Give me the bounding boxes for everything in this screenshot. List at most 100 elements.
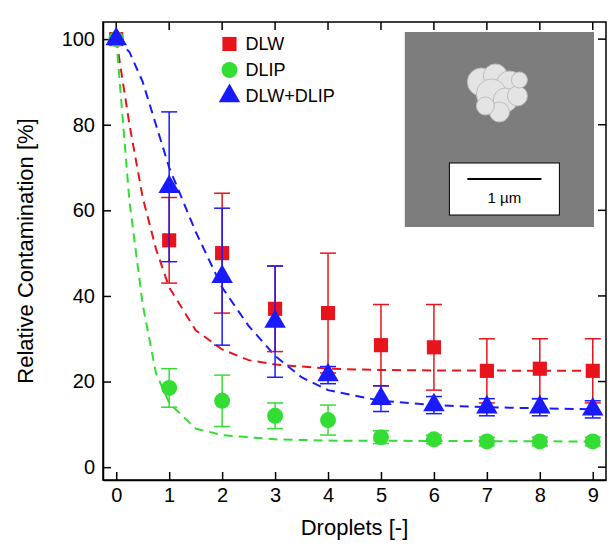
point: [480, 364, 494, 378]
scale-bar-label: 1 µm: [488, 189, 522, 206]
tick-mark: [598, 124, 606, 126]
error-bar-cap: [426, 389, 442, 391]
error-bar: [320, 405, 336, 435]
tick: 8: [535, 472, 546, 506]
error-bar-cap: [161, 282, 177, 284]
error-bar-cap: [267, 265, 283, 267]
tick-mark: [275, 472, 277, 480]
particle-part: [511, 72, 527, 88]
tick-label: 8: [535, 484, 546, 506]
fit-line: [116, 39, 593, 371]
tick: 60: [73, 199, 111, 221]
point: [479, 433, 495, 449]
particle-part: [476, 97, 494, 115]
point: [158, 174, 179, 193]
tick-mark: [103, 296, 111, 298]
x-axis-title: Droplets [-]: [301, 515, 409, 540]
error-bar-cap: [373, 411, 389, 413]
point: [423, 393, 444, 412]
tick-mark: [593, 472, 595, 480]
tick-mark: [540, 472, 542, 480]
tick-mark: [598, 38, 606, 40]
tick-label: 20: [73, 370, 95, 392]
tick-mark: [598, 381, 606, 383]
tick-mark: [487, 472, 489, 480]
tick: 0: [84, 456, 111, 478]
tick-mark: [380, 22, 382, 30]
inset-background: [405, 32, 594, 227]
error-bar-cap: [267, 428, 283, 430]
tick-mark: [433, 22, 435, 30]
tick: 3: [270, 472, 281, 506]
tick-mark: [381, 472, 383, 480]
point: [214, 393, 230, 409]
error-bar-cap: [214, 192, 230, 194]
legend-marker: [222, 37, 236, 51]
error-bar-cap: [479, 338, 495, 340]
point: [427, 340, 441, 354]
error-bar: [267, 403, 283, 429]
tick-label: 3: [270, 484, 281, 506]
point: [264, 309, 285, 328]
legend-item: DLW: [222, 34, 284, 54]
marks: [105, 27, 603, 450]
error-bar-cap: [585, 417, 601, 419]
point: [532, 433, 548, 449]
error-bar-cap: [426, 304, 442, 306]
error-bar-cap: [320, 383, 336, 385]
error-bar: [214, 375, 230, 426]
tick-mark: [486, 22, 488, 30]
point: [373, 429, 389, 445]
error-bar: [373, 305, 389, 386]
legend: DLW DLIP DLW+DLIP: [219, 34, 335, 106]
point: [161, 380, 177, 396]
point: [476, 395, 497, 414]
legend-item: DLIP: [222, 60, 286, 80]
particle-part: [507, 86, 527, 106]
error-bar-cap: [373, 304, 389, 306]
particle: [467, 64, 527, 122]
axis-line: [104, 480, 607, 482]
y-axis-title: Relative Contamination [%]: [13, 118, 38, 383]
tick-label: 6: [429, 484, 440, 506]
tick-mark: [168, 22, 170, 30]
error-bar-cap: [426, 413, 442, 415]
point: [585, 433, 601, 449]
tick-mark: [598, 210, 606, 212]
tick-label: 100: [62, 28, 95, 50]
point: [267, 408, 283, 424]
tick: 100: [62, 28, 111, 50]
error-bar-cap: [532, 415, 548, 417]
error-bar-cap: [214, 344, 230, 346]
error-bar: [426, 305, 442, 391]
tick-label: 5: [376, 484, 387, 506]
point: [374, 338, 388, 352]
error-bar: [479, 339, 495, 403]
point: [317, 363, 338, 382]
point: [320, 412, 336, 428]
fit-line: [116, 39, 593, 409]
tick-mark: [116, 472, 118, 480]
tick: 80: [73, 114, 111, 136]
scale-bar-box: [449, 163, 559, 215]
tick-mark: [328, 472, 330, 480]
axis-line: [103, 23, 105, 481]
point: [586, 364, 600, 378]
error-bar: [161, 369, 177, 408]
x-axis: 0123456789: [104, 472, 607, 506]
error-bar-cap: [214, 426, 230, 428]
error-bar-cap: [585, 338, 601, 340]
tick-label: 1: [164, 484, 175, 506]
tick-mark: [274, 22, 276, 30]
error-bar-cap: [214, 374, 230, 376]
error-bar-cap: [267, 402, 283, 404]
point: [533, 362, 547, 376]
tick-mark: [598, 295, 606, 297]
tick-label: 0: [111, 484, 122, 506]
error-bar-cap: [161, 368, 177, 370]
tick: 4: [323, 472, 334, 506]
error-bar-cap: [320, 404, 336, 406]
legend-item: DLW+DLIP: [219, 84, 335, 106]
chart: 01234567890204060801001 µmDLWDLIPDLW+DLI…: [0, 0, 616, 547]
plot-frame: [103, 22, 606, 480]
